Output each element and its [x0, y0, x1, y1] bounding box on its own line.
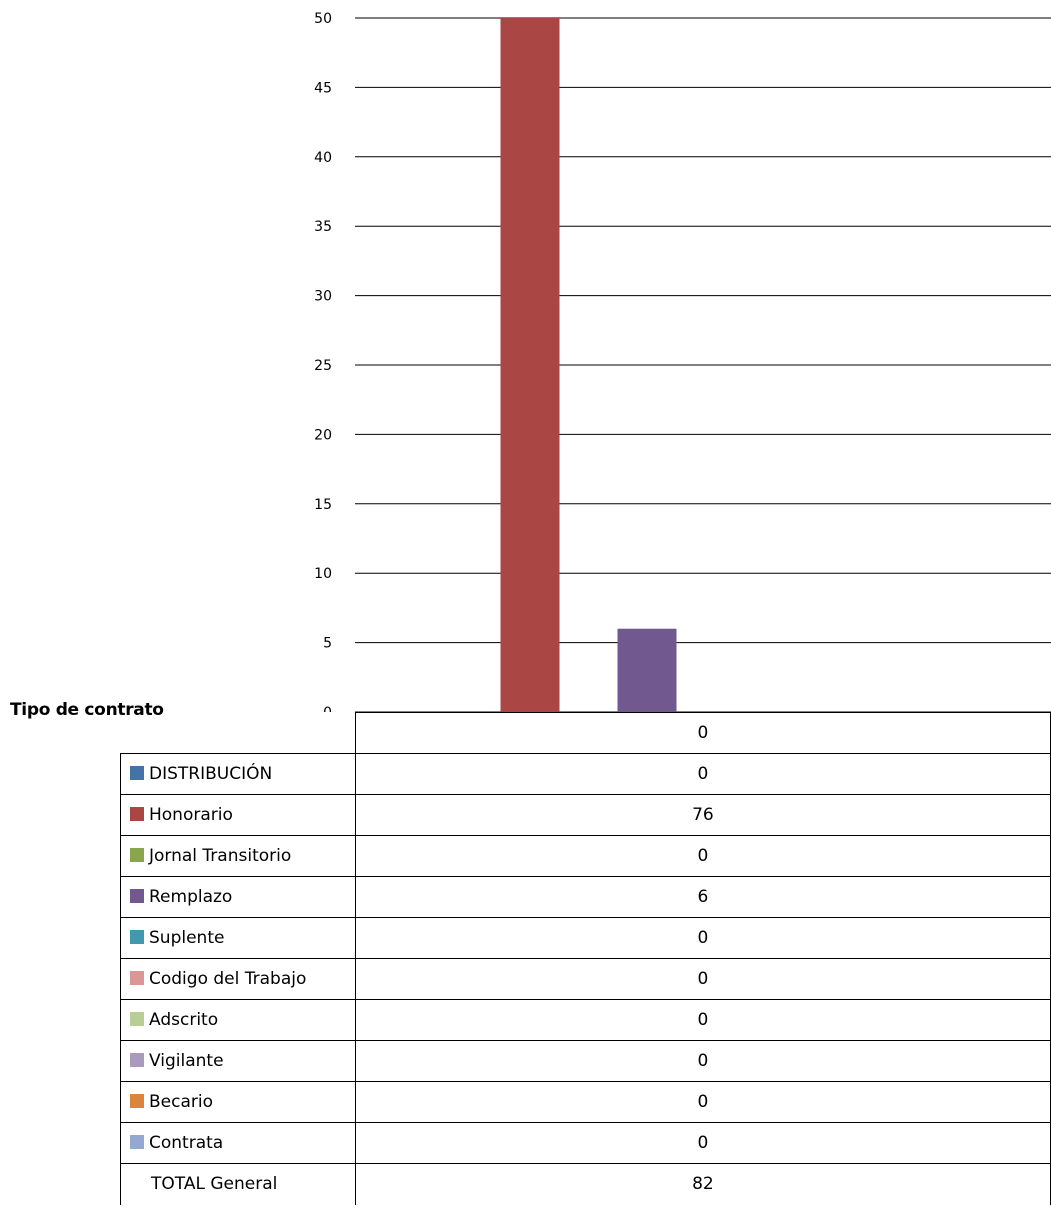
total-label: TOTAL General — [120, 1163, 356, 1205]
series-value: 0 — [354, 917, 1051, 959]
series-value: 0 — [354, 999, 1051, 1041]
table-row: Jornal Transitorio 0 — [120, 835, 1051, 877]
table-row: Becario 0 — [120, 1081, 1051, 1123]
data-table: 0 DISTRIBUCIÓN 0 Honorario 76 Jornal Transito… — [120, 712, 1051, 1205]
y-tick-label: 5 — [323, 636, 332, 652]
series-label: Vigilante — [120, 1040, 356, 1082]
series-label: Jornal Transitorio — [120, 835, 356, 877]
series-label: Honorario — [120, 794, 356, 836]
table-row: Codigo del Trabajo 0 — [120, 958, 1051, 1000]
legend-swatch — [130, 1053, 144, 1067]
y-tick-label: 40 — [314, 150, 332, 166]
series-value: 0 — [354, 753, 1051, 795]
legend-swatch — [130, 1012, 144, 1026]
series-value: 0 — [354, 835, 1051, 877]
table-row: Honorario 76 — [120, 794, 1051, 836]
series-name: Suplente — [149, 928, 225, 948]
legend-swatch — [130, 1135, 144, 1149]
series-name: DISTRIBUCIÓN — [149, 764, 273, 784]
series-label: DISTRIBUCIÓN — [120, 753, 356, 795]
table-row: Remplazo 6 — [120, 876, 1051, 918]
table-row: DISTRIBUCIÓN 0 — [120, 753, 1051, 795]
y-tick-label: 10 — [314, 566, 332, 582]
series-label: Adscrito — [120, 999, 356, 1041]
series-value: 76 — [354, 794, 1051, 836]
series-label: Remplazo — [120, 876, 356, 918]
y-tick-label: 25 — [314, 358, 332, 374]
series-label: Suplente — [120, 917, 356, 959]
series-label: Codigo del Trabajo — [120, 958, 356, 1000]
y-tick-label: 45 — [314, 80, 332, 96]
y-tick-label: 0 — [323, 705, 332, 712]
legend-swatch — [130, 889, 144, 903]
legend-swatch — [130, 971, 144, 985]
y-tick-label: 20 — [314, 427, 332, 443]
series-label: Becario — [120, 1081, 356, 1123]
total-row: TOTAL General 82 — [120, 1163, 1051, 1205]
series-name: Adscrito — [149, 1010, 219, 1030]
legend-swatch — [130, 1094, 144, 1108]
category-label: 0 — [354, 712, 1051, 754]
series-name: Vigilante — [149, 1051, 224, 1071]
legend-swatch — [130, 807, 144, 821]
series-value: 0 — [354, 1040, 1051, 1082]
table-row: Suplente 0 — [120, 917, 1051, 959]
y-tick-label: 15 — [314, 497, 332, 513]
legend-swatch — [130, 766, 144, 780]
table-title: Tipo de contrato — [10, 700, 164, 720]
table-header-row: 0 — [121, 712, 1051, 754]
header-label-cell — [121, 713, 356, 754]
legend-swatch — [130, 848, 144, 862]
series-name: Jornal Transitorio — [149, 846, 292, 866]
series-name: Remplazo — [149, 887, 233, 907]
y-tick-label: 35 — [314, 219, 332, 235]
bar-chart: 0 5 10 15 20 25 30 35 40 45 50 — [314, 11, 1051, 712]
legend-swatch — [130, 930, 144, 944]
series-name: Honorario — [149, 805, 233, 825]
series-label: Contrata — [120, 1122, 356, 1164]
bar-remplazo — [617, 628, 677, 712]
bars — [500, 18, 677, 712]
series-name: Becario — [149, 1092, 213, 1112]
series-value: 6 — [354, 876, 1051, 918]
series-name: Codigo del Trabajo — [149, 969, 307, 989]
table-row: Vigilante 0 — [120, 1040, 1051, 1082]
total-value: 82 — [354, 1163, 1051, 1205]
table-row: Adscrito 0 — [120, 999, 1051, 1041]
series-value: 0 — [354, 958, 1051, 1000]
table-row: Contrata 0 — [120, 1122, 1051, 1164]
bar-honorario — [500, 18, 560, 712]
y-tick-label: 50 — [314, 11, 332, 27]
y-tick-label: 30 — [314, 289, 332, 305]
y-axis-ticks: 0 5 10 15 20 25 30 35 40 45 50 — [314, 11, 332, 712]
series-value: 0 — [354, 1081, 1051, 1123]
series-name: Contrata — [149, 1133, 224, 1153]
grid-lines — [355, 17, 1051, 712]
series-value: 0 — [354, 1122, 1051, 1164]
